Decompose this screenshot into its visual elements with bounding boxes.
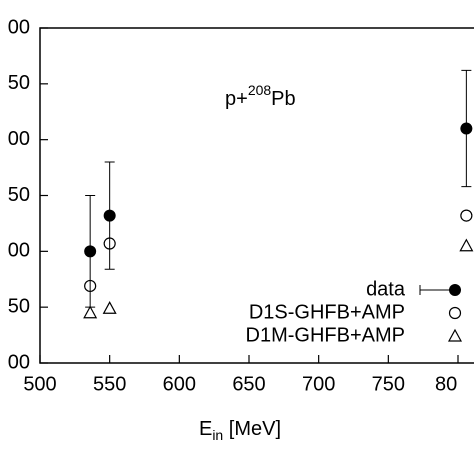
annotation: p+208Pb bbox=[225, 82, 296, 111]
y-tick-label: 50 bbox=[8, 295, 30, 317]
marker bbox=[84, 245, 97, 258]
x-tick-label: 500 bbox=[23, 373, 56, 395]
legend-marker bbox=[448, 306, 462, 320]
x-tick-label: 80 bbox=[435, 373, 457, 395]
marker bbox=[103, 237, 116, 250]
marker bbox=[460, 209, 473, 222]
y-tick-label: 00 bbox=[8, 128, 30, 150]
marker bbox=[102, 301, 117, 314]
y-tick-label: 00 bbox=[8, 16, 30, 38]
legend-label: D1S-GHFB+AMP bbox=[249, 301, 405, 323]
x-tick-label: 600 bbox=[163, 373, 196, 395]
legend-marker bbox=[449, 284, 461, 296]
x-tick-label: 750 bbox=[372, 373, 405, 395]
x-tick-label: 700 bbox=[302, 373, 335, 395]
marker bbox=[459, 238, 474, 252]
legend-marker bbox=[447, 328, 463, 342]
marker bbox=[460, 122, 473, 135]
legend-label: data bbox=[366, 278, 406, 300]
marker bbox=[84, 279, 97, 293]
y-tick-label: 50 bbox=[8, 72, 30, 94]
y-tick-label: 50 bbox=[8, 184, 30, 206]
legend-label: D1M-GHFB+AMP bbox=[246, 324, 405, 346]
marker bbox=[103, 209, 116, 222]
y-tick-label: 00 bbox=[8, 240, 30, 262]
x-axis-label: Ein [MeV] bbox=[199, 418, 281, 442]
x-tick-label: 650 bbox=[232, 373, 265, 395]
marker bbox=[83, 305, 98, 319]
y-tick-label: 00 bbox=[8, 351, 30, 373]
x-tick-label: 550 bbox=[93, 373, 126, 395]
